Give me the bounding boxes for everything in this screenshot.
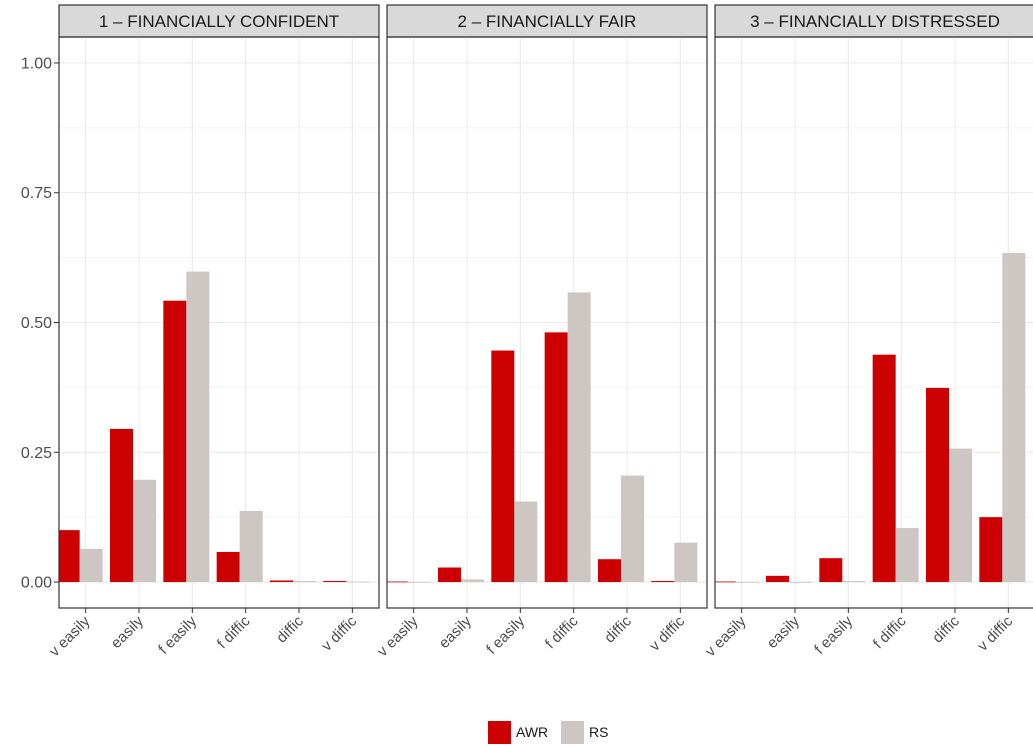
bar-rs xyxy=(621,475,644,583)
gridlines xyxy=(59,37,379,608)
bar-rs xyxy=(567,292,591,583)
facet-panel: 3 – FINANCIALLY DISTRESSED v easily easily… xyxy=(702,4,1033,660)
bar-rs xyxy=(133,479,156,583)
y-tick-label: 0.00 xyxy=(21,575,52,592)
bar-rs xyxy=(789,582,812,583)
x-tick-label: v diffic xyxy=(318,612,360,654)
bar-awr xyxy=(438,567,461,583)
legend: AWR RS xyxy=(488,721,608,744)
bar-awr xyxy=(715,581,736,583)
bar-awr xyxy=(872,354,896,583)
x-tick-label: v diffic xyxy=(974,612,1016,654)
bar-rs xyxy=(79,548,103,583)
x-tick-label: f diffic xyxy=(870,612,910,652)
facet-title: 1 – FINANCIALLY CONFIDENT xyxy=(99,12,339,31)
bar-awr xyxy=(979,517,1003,583)
panel-border xyxy=(58,36,380,609)
bar-rs xyxy=(1002,252,1026,583)
x-tick-label: f diffic xyxy=(542,612,582,652)
facet-panel: 2 – FINANCIALLY FAIR v easily easily f easi… xyxy=(374,4,708,660)
bars xyxy=(715,252,1026,583)
x-tick-label: easily xyxy=(436,612,475,651)
y-tick-label: 0.75 xyxy=(21,185,52,202)
x-tick-label: v easily xyxy=(46,612,94,660)
bar-rs xyxy=(895,528,919,583)
bars xyxy=(387,292,698,583)
bar-rs xyxy=(949,448,972,583)
bar-rs xyxy=(239,510,263,583)
legend-swatch-awr xyxy=(488,721,511,744)
panel-border xyxy=(386,36,708,609)
y-tick-label: 0.25 xyxy=(21,445,52,462)
bar-rs xyxy=(461,579,484,583)
bar-rs xyxy=(407,582,431,583)
bar-awr xyxy=(819,558,843,583)
bar-awr xyxy=(387,581,408,583)
facet-strip xyxy=(386,4,708,38)
bars xyxy=(59,271,370,583)
x-tick-label: v easily xyxy=(702,612,750,660)
x-tick-label: diffic xyxy=(601,612,635,646)
bar-rs xyxy=(293,581,316,583)
x-tick-label: f easily xyxy=(483,612,528,657)
x-tick-label: f easily xyxy=(811,612,856,657)
bar-rs xyxy=(842,581,866,583)
x-tick-label: v easily xyxy=(374,612,422,660)
bar-rs xyxy=(674,542,698,583)
bar-rs xyxy=(186,271,210,583)
x-tick-label: easily xyxy=(764,612,803,651)
bar-awr xyxy=(216,551,240,583)
legend-swatch-rs xyxy=(561,721,584,744)
legend-label-rs: RS xyxy=(589,724,608,740)
y-tick-label: 1.00 xyxy=(21,55,52,72)
facet-strip xyxy=(714,4,1033,38)
bar-awr xyxy=(491,350,515,583)
facet-strip xyxy=(58,4,380,38)
facet-title: 2 – FINANCIALLY FAIR xyxy=(458,12,637,31)
x-tick-label: v diffic xyxy=(646,612,688,654)
facet-title: 3 – FINANCIALLY DISTRESSED xyxy=(750,12,1000,31)
x-tick-label: f diffic xyxy=(214,612,254,652)
bar-rs xyxy=(514,501,538,583)
bar-awr xyxy=(766,575,789,583)
panel-border xyxy=(714,36,1033,609)
y-tick-label: 0.50 xyxy=(21,315,52,332)
bar-awr xyxy=(110,428,133,583)
x-tick-label: diffic xyxy=(929,612,963,646)
legend-label-awr: AWR xyxy=(516,724,548,740)
bar-awr xyxy=(163,300,187,583)
bar-awr xyxy=(598,559,621,583)
bar-rs xyxy=(735,582,759,583)
x-tick-label: diffic xyxy=(273,612,307,646)
y-axis: 0.00 0.25 0.50 0.75 1.00 xyxy=(21,55,59,592)
bar-awr xyxy=(59,530,80,583)
bar-awr xyxy=(270,580,293,583)
bar-rs xyxy=(346,581,370,583)
bar-awr xyxy=(926,387,949,583)
x-tick-label: f easily xyxy=(155,612,200,657)
bar-awr xyxy=(651,581,675,583)
bar-awr xyxy=(323,581,347,583)
x-tick-label: easily xyxy=(108,612,147,651)
bar-awr xyxy=(544,332,568,583)
